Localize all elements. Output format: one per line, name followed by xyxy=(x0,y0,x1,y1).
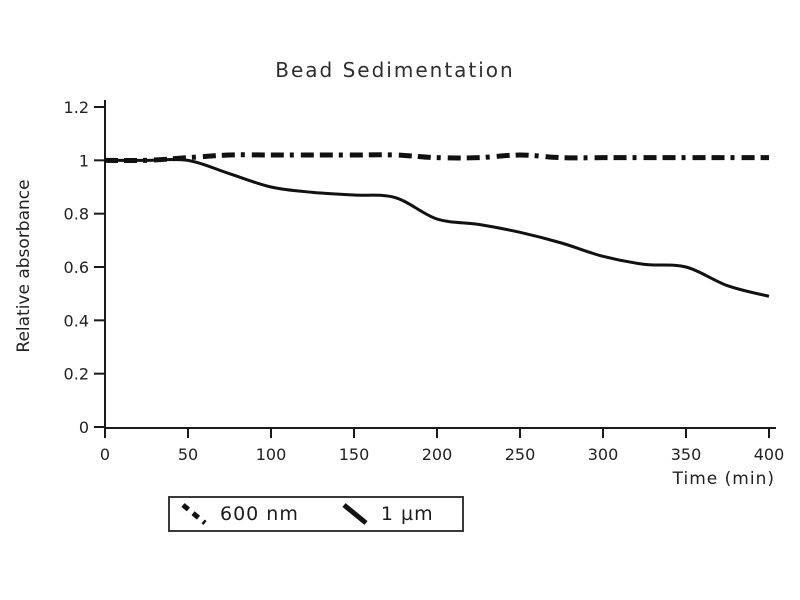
series-line-600nm xyxy=(104,152,769,164)
x-tick-label: 150 xyxy=(339,445,370,464)
legend-label-600nm: 600 nm xyxy=(220,503,299,525)
x-axis-title: Time (min) xyxy=(672,469,775,489)
solid-line-marker-icon xyxy=(342,503,368,525)
y-tick-label: 1.2 xyxy=(64,98,89,117)
y-tick-label: 0 xyxy=(79,418,89,437)
legend-item-600nm: 600 nm xyxy=(178,500,299,528)
y-tick-label: 0.8 xyxy=(64,205,89,224)
chart-title: Bead Sedimentation xyxy=(275,58,515,82)
x-tick-label: 0 xyxy=(100,445,110,464)
y-tick-label: 0.4 xyxy=(64,311,89,330)
x-tick-label: 200 xyxy=(422,445,453,464)
y-axis-title: Relative absorbance xyxy=(14,179,34,353)
y-tick-label: 0.6 xyxy=(64,258,89,277)
x-tick-label: 300 xyxy=(588,445,619,464)
series-line-1um xyxy=(105,157,770,298)
x-tick-label: 350 xyxy=(671,445,702,464)
dashed-line-marker-icon xyxy=(181,503,207,525)
y-tick-label: 1 xyxy=(79,151,89,170)
legend: 600 nm 1 µm xyxy=(168,496,464,532)
legend-label-1um: 1 µm xyxy=(380,503,434,525)
x-tick-label: 400 xyxy=(754,445,785,464)
x-tick-label: 250 xyxy=(505,445,536,464)
x-tick-label: 50 xyxy=(178,445,198,464)
x-tick-label: 100 xyxy=(256,445,287,464)
y-tick-label: 0.2 xyxy=(64,365,89,384)
legend-item-1um: 1 µm xyxy=(339,500,434,528)
